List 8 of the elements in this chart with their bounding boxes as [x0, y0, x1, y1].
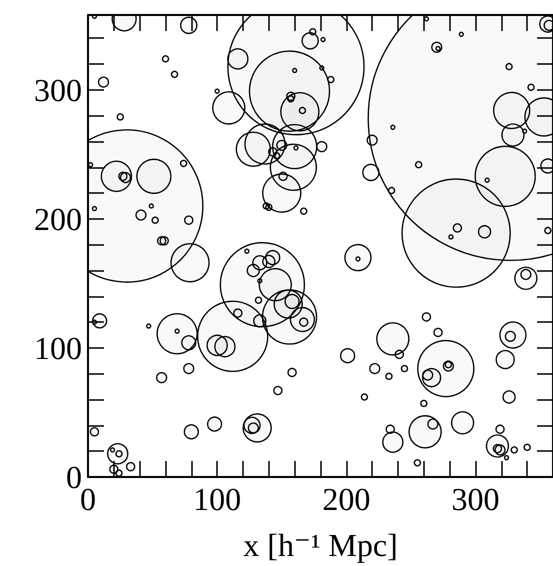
x-tick-label: 100	[193, 481, 242, 517]
x-tick-label: 300	[452, 481, 500, 517]
y-tick-label: 200	[34, 200, 82, 237]
y-tick-label: 0	[66, 459, 82, 495]
y-tick-label: 300	[34, 72, 82, 108]
x-axis-title: x [h⁻¹ Mpc]	[243, 527, 398, 563]
x-tick-label: 200	[322, 481, 370, 517]
y-tick-label: 100	[34, 330, 82, 366]
